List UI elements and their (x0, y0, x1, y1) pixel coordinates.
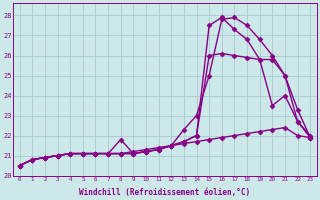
X-axis label: Windchill (Refroidissement éolien,°C): Windchill (Refroidissement éolien,°C) (79, 188, 251, 197)
